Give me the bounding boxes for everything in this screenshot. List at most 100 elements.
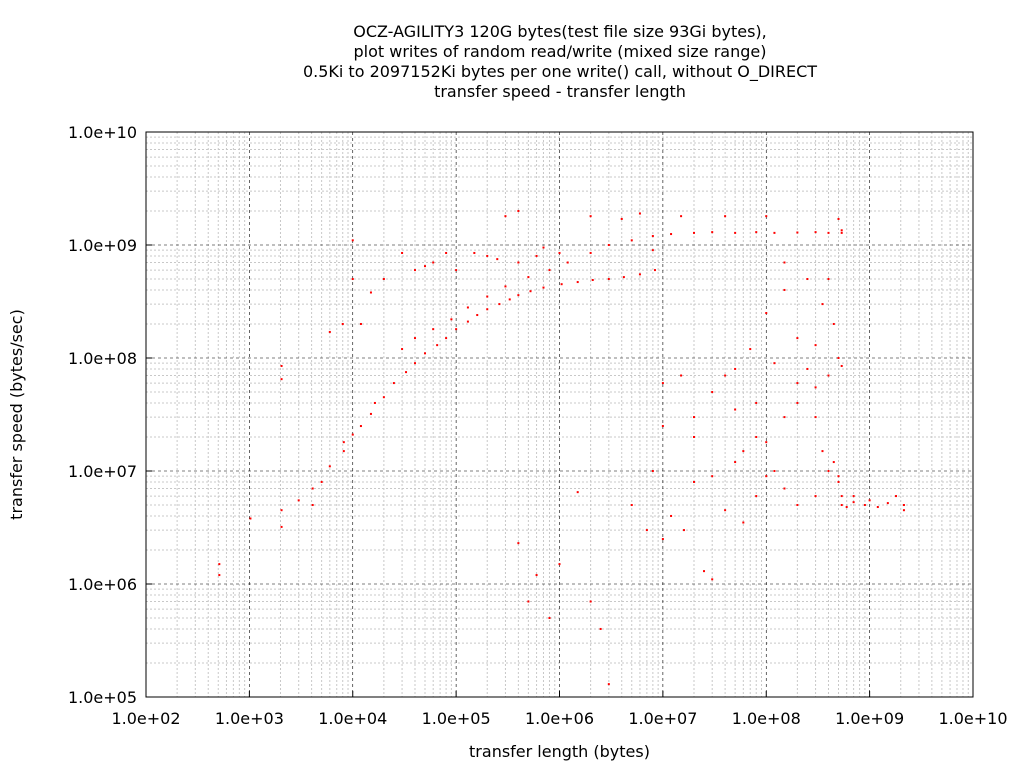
data-point xyxy=(589,215,592,218)
data-point xyxy=(680,374,683,377)
data-point xyxy=(840,495,843,498)
data-point xyxy=(724,509,727,512)
y-tick-label: 1.0e+06 xyxy=(68,575,137,594)
data-point xyxy=(473,251,476,254)
data-point xyxy=(837,480,840,483)
data-point xyxy=(783,288,786,291)
data-point xyxy=(651,470,654,472)
title-line: transfer speed - transfer length xyxy=(434,82,686,101)
data-point xyxy=(622,276,625,279)
data-point xyxy=(755,435,758,438)
data-point xyxy=(369,291,372,294)
data-point xyxy=(486,295,489,298)
data-point xyxy=(392,382,395,385)
data-point xyxy=(630,239,633,242)
data-point xyxy=(661,382,664,385)
data-point xyxy=(548,269,551,272)
data-point xyxy=(837,217,840,220)
data-point xyxy=(351,433,354,436)
data-point xyxy=(796,337,799,340)
data-point xyxy=(711,391,714,394)
data-point xyxy=(670,233,673,236)
data-point xyxy=(742,450,745,453)
data-point xyxy=(796,382,799,385)
data-point xyxy=(560,283,563,286)
data-point xyxy=(535,254,538,257)
y-tick-label: 1.0e+08 xyxy=(68,349,137,368)
data-point xyxy=(814,416,817,419)
data-point xyxy=(651,249,654,252)
data-point xyxy=(320,480,323,483)
data-point xyxy=(630,504,633,507)
data-point xyxy=(876,506,879,509)
data-point xyxy=(369,412,372,415)
data-point xyxy=(827,278,830,281)
data-point xyxy=(591,279,594,282)
data-point xyxy=(755,401,758,404)
data-point xyxy=(755,231,758,234)
title-line: 0.5Ki to 2097152Ki bytes per one write()… xyxy=(303,62,817,82)
data-point xyxy=(589,600,592,603)
data-point xyxy=(436,344,439,347)
data-point xyxy=(566,261,569,264)
data-point xyxy=(724,374,727,377)
data-point xyxy=(783,261,786,264)
data-point xyxy=(607,244,610,246)
x-tick-label: 1.0e+02 xyxy=(111,709,180,728)
data-point xyxy=(548,617,551,620)
data-point xyxy=(351,239,354,242)
data-point xyxy=(840,229,843,232)
data-point xyxy=(682,529,685,532)
data-point xyxy=(382,278,385,281)
data-point xyxy=(466,306,469,309)
data-point xyxy=(814,495,817,498)
data-point xyxy=(638,273,641,276)
x-tick-label: 1.0e+08 xyxy=(732,709,801,728)
data-point xyxy=(504,215,507,218)
data-point xyxy=(405,371,408,374)
data-point xyxy=(827,231,830,234)
data-point xyxy=(527,276,530,279)
data-point xyxy=(342,450,345,453)
data-point xyxy=(840,504,843,507)
data-point xyxy=(311,487,314,490)
data-point xyxy=(845,506,848,509)
data-point xyxy=(734,231,737,234)
data-point xyxy=(692,231,695,234)
data-point xyxy=(796,231,799,234)
x-tick-label: 1.0e+06 xyxy=(525,709,594,728)
data-point xyxy=(607,278,610,281)
data-point xyxy=(852,501,855,504)
data-point xyxy=(382,396,385,399)
data-point xyxy=(902,509,905,512)
data-point xyxy=(455,328,458,331)
data-point xyxy=(328,465,331,468)
data-point xyxy=(638,212,641,215)
data-point xyxy=(432,328,435,331)
data-point xyxy=(342,441,345,444)
x-tick-label: 1.0e+05 xyxy=(422,709,491,728)
data-point xyxy=(734,367,737,370)
data-point xyxy=(476,314,479,317)
y-tick-label: 1.0e+05 xyxy=(68,688,137,707)
data-point xyxy=(765,215,768,218)
data-point xyxy=(796,504,799,507)
data-point xyxy=(837,357,840,359)
data-point xyxy=(742,521,745,524)
data-point xyxy=(902,504,905,507)
data-point xyxy=(445,251,448,254)
data-point xyxy=(424,265,427,268)
data-point xyxy=(558,251,561,254)
data-point xyxy=(773,231,776,234)
data-point xyxy=(576,281,579,284)
data-points xyxy=(218,209,905,686)
data-point xyxy=(814,231,817,234)
y-tick-label: 1.0e+09 xyxy=(68,236,137,255)
data-point xyxy=(401,348,404,351)
y-tick-label: 1.0e+10 xyxy=(68,123,137,142)
data-point xyxy=(868,499,871,502)
title-line: plot writes of random read/write (mixed … xyxy=(354,42,767,61)
data-point xyxy=(863,504,866,507)
data-point xyxy=(486,254,489,257)
